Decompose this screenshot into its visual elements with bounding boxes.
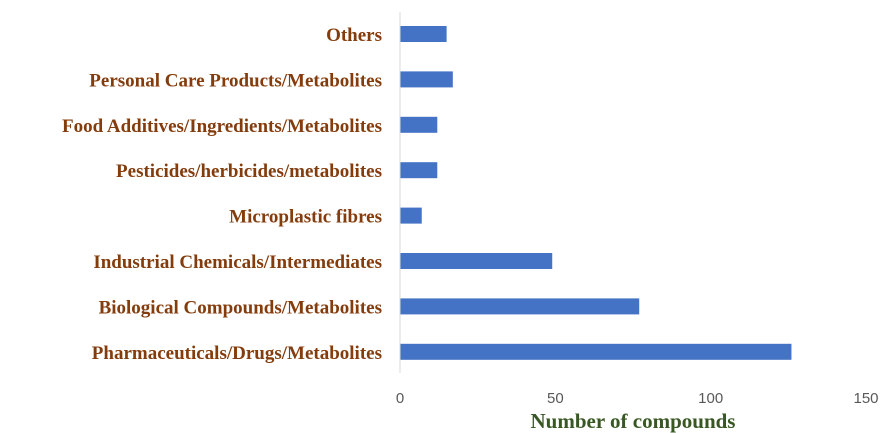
x-tick-label-2: 100 <box>698 390 723 407</box>
x-axis-title: Number of compounds <box>531 409 736 433</box>
bar-7 <box>400 343 792 360</box>
bar-6 <box>400 298 640 315</box>
category-label-1: Personal Care Products/Metabolites <box>89 70 382 91</box>
bar-5 <box>400 253 553 269</box>
category-label-6: Biological Compounds/Metabolites <box>99 297 382 318</box>
category-label-7: Pharmaceuticals/Drugs/Metabolites <box>92 343 382 364</box>
category-label-5: Industrial Chemicals/Intermediates <box>93 252 382 273</box>
bar-2 <box>400 116 438 133</box>
bar-4 <box>400 207 422 224</box>
x-tick-label-0: 0 <box>396 390 404 407</box>
x-tick-labels-group: 0 50 100 150 <box>396 390 879 407</box>
category-labels-group: Others Personal Care Products/Metabolites… <box>62 25 382 364</box>
category-label-3: Pesticides/herbicides/metabolites <box>116 161 382 182</box>
category-label-2: Food Additives/Ingredients/Metabolites <box>62 116 382 137</box>
x-tick-label-3: 150 <box>853 390 878 407</box>
bar-3 <box>400 162 438 179</box>
bar-0 <box>400 26 447 42</box>
category-label-0: Others <box>326 25 382 46</box>
bar-1 <box>400 71 453 88</box>
category-label-4: Microplastic fibres <box>229 207 382 228</box>
x-tick-label-1: 50 <box>547 390 564 407</box>
bars-group <box>400 26 792 360</box>
